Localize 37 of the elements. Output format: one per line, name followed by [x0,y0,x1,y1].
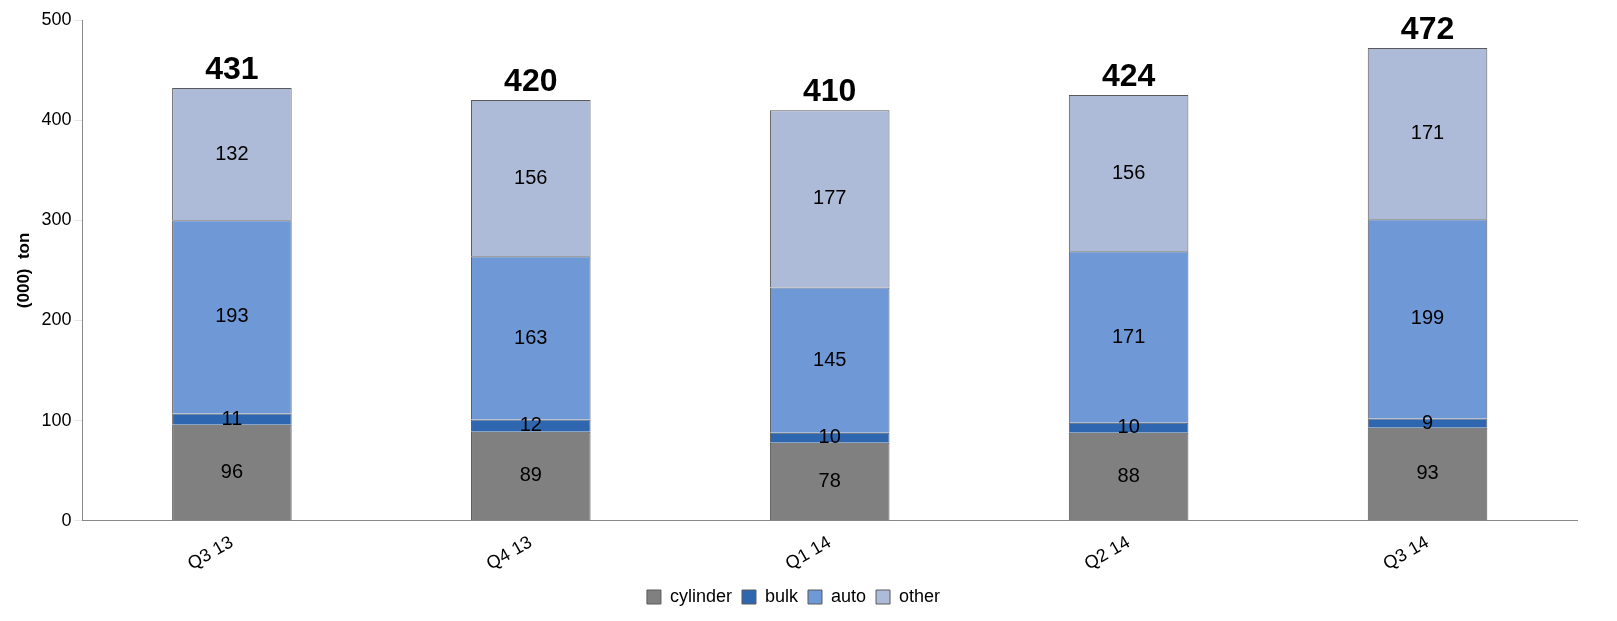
x-tick-label: Q1 14 [781,531,835,574]
data-label: 171 [1111,324,1146,347]
data-label: 177 [813,186,847,209]
data-label: 171 [1410,121,1445,144]
x-tick-label: Q3 13 [183,531,237,574]
data-label: 89 [519,463,542,486]
y-tick-label: 300 [41,209,72,230]
total-label: 424 [1101,56,1156,93]
y-tick-label: 500 [41,8,72,29]
x-tick-label: Q3 14 [1379,531,1433,574]
legend-label: cylinder [669,585,732,606]
data-label: 156 [1111,160,1146,183]
x-tick-label: Q4 13 [482,531,536,574]
legend-label: other [899,585,941,606]
y-tick-label: 400 [41,109,72,130]
x-tick-label: Q2 14 [1080,531,1134,574]
data-label: 163 [514,325,548,348]
total-label: 410 [803,71,857,108]
data-label: 96 [220,459,244,482]
data-label: 199 [1410,306,1445,329]
data-label: 93 [1416,461,1439,484]
data-label: 145 [813,347,847,370]
y-axis-title: (000) ton [13,232,33,309]
legend-label: bulk [764,585,799,606]
y-tick-label: 100 [41,409,72,430]
total-label: 431 [205,49,259,86]
data-label: 88 [1117,463,1140,486]
y-tick-label: 200 [41,309,72,330]
total-label: 472 [1400,9,1455,46]
data-label: 132 [215,141,249,164]
y-tick-label: 0 [61,509,72,530]
data-label: 12 [519,413,542,436]
data-label: 78 [818,468,841,491]
legend-label: auto [830,585,867,606]
data-label: 156 [514,165,548,188]
data-label: 193 [215,304,249,327]
total-label: 420 [504,61,558,98]
